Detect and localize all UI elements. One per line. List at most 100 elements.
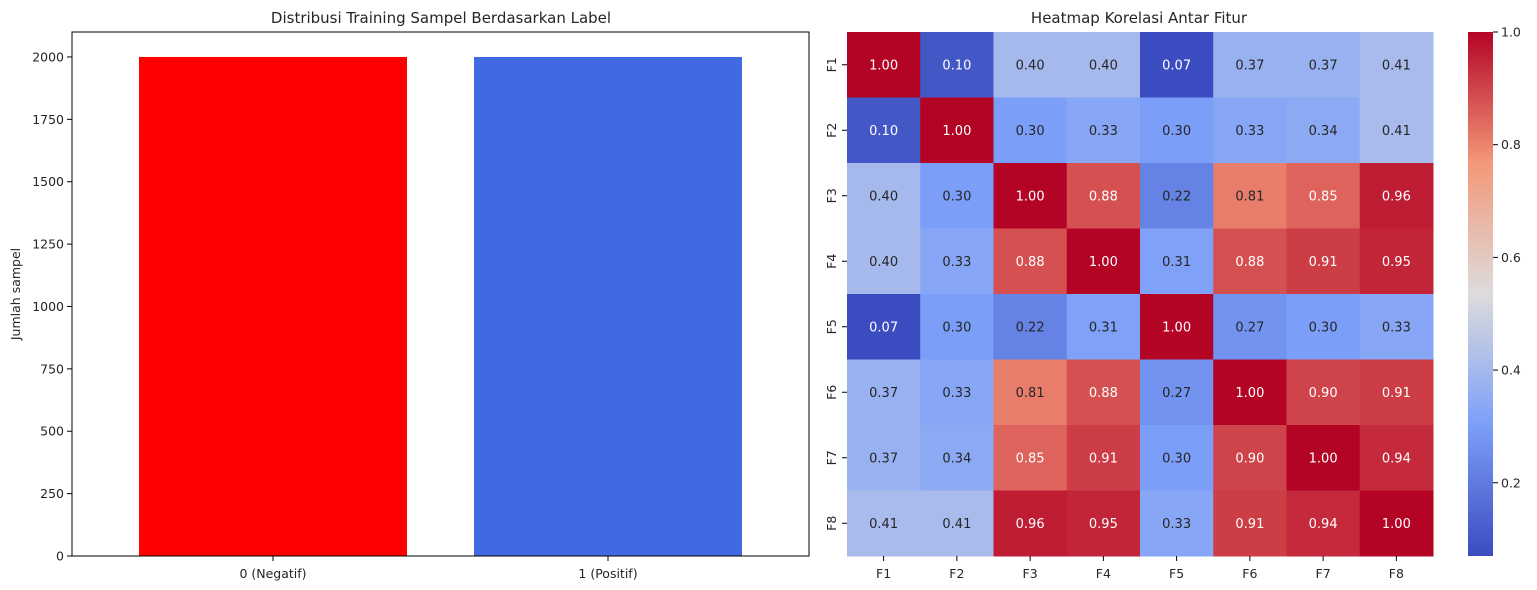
heatmap-cell <box>1140 359 1214 426</box>
heatmap-cell <box>1213 490 1287 557</box>
heatmap-cell <box>1066 97 1141 164</box>
heatmap-cell-label: 0.95 <box>1089 517 1118 532</box>
heatmap-cell-label: 0.30 <box>942 189 971 204</box>
heatmap-cell <box>1213 228 1287 295</box>
heatmap-cell <box>1213 294 1287 360</box>
bar-y-tick-label: 250 <box>40 486 64 501</box>
heatmap-cell <box>993 294 1068 360</box>
bar <box>474 56 742 556</box>
heatmap-cell-label: 0.94 <box>1382 451 1411 466</box>
heatmap-x-tick-label: F8 <box>1389 566 1404 581</box>
heatmap-cell-label: 0.91 <box>1309 255 1338 270</box>
heatmap-cell-label: 0.33 <box>1382 320 1411 335</box>
heatmap-cell-label: 0.33 <box>942 255 971 270</box>
heatmap-x-ticks: F1 F2 F3 F4 F5 F6 F7 F8 <box>876 556 1404 581</box>
heatmap-cell <box>1286 294 1361 360</box>
heatmap-cell-label: 0.81 <box>1016 386 1045 401</box>
heatmap-cell-label: 0.41 <box>869 517 898 532</box>
heatmap-cell-label: 0.10 <box>869 124 898 139</box>
heatmap-cell <box>1359 425 1434 491</box>
heatmap-cell-label: 0.88 <box>1089 386 1118 401</box>
heatmap-cell <box>1359 32 1434 98</box>
heatmap-cell <box>847 425 921 491</box>
heatmap-cell-label: 0.07 <box>1162 58 1191 73</box>
heatmap-cell <box>847 359 921 426</box>
heatmap-x-tick-label: F7 <box>1316 566 1331 581</box>
heatmap-y-tick-label: F4 <box>824 254 839 269</box>
heatmap-cell <box>993 32 1068 98</box>
heatmap-cell-label: 0.27 <box>1235 320 1264 335</box>
heatmap-cell <box>1140 294 1214 360</box>
heatmap-cell-label: 1.00 <box>1309 451 1338 466</box>
heatmap-cell <box>1066 425 1141 491</box>
heatmap-cell-label: 0.41 <box>1382 58 1411 73</box>
bar-y-tick-label: 1500 <box>32 174 64 189</box>
heatmap-cell-label: 0.40 <box>869 255 898 270</box>
heatmap-x-tick-label: F1 <box>876 566 891 581</box>
heatmap-cell-label: 0.40 <box>1016 58 1045 73</box>
bar-y-tick-label: 1000 <box>32 299 64 314</box>
heatmap-cell <box>1359 163 1434 229</box>
heatmap-cell-label: 0.81 <box>1235 189 1264 204</box>
heatmap-cell-label: 0.33 <box>1162 517 1191 532</box>
heatmap-panel: Heatmap Korelasi Antar Fitur 1.00 0.10 0.4… <box>824 9 1434 581</box>
heatmap-cell <box>1213 97 1287 164</box>
heatmap-cell <box>1359 228 1434 295</box>
bar-y-tick-label: 1750 <box>32 112 64 127</box>
heatmap-cell <box>1213 32 1287 98</box>
heatmap-cell-label: 0.40 <box>869 189 898 204</box>
colorbar-ticks: 0.2 0.4 0.6 0.8 1.0 <box>1493 25 1521 490</box>
colorbar-bar <box>1468 32 1493 556</box>
heatmap-cell-label: 0.85 <box>1309 189 1338 204</box>
heatmap-cell <box>1140 97 1214 164</box>
heatmap-cell <box>920 425 994 491</box>
heatmap-annotations: 1.00 0.10 0.40 0.40 0.07 0.37 0.37 0.41 0.10 1.00… <box>869 58 1411 532</box>
bar-y-tick-label: 2000 <box>32 49 64 64</box>
bar-y-tick-label: 1250 <box>32 237 64 252</box>
heatmap-cell-label: 0.33 <box>942 386 971 401</box>
heatmap-cell-label: 0.22 <box>1016 320 1045 335</box>
heatmap-cell-label: 1.00 <box>869 58 898 73</box>
heatmap-cell-label: 0.30 <box>1162 451 1191 466</box>
bar-chart-y-ticks: 0 250 500 750 1000 1250 1500 1750 2000 <box>32 49 72 564</box>
heatmap-cell <box>1286 32 1361 98</box>
colorbar-tick-label: 0.6 <box>1501 250 1521 265</box>
heatmap-cell <box>993 490 1068 557</box>
heatmap-cell-label: 0.34 <box>942 451 971 466</box>
bar-x-tick-label: 1 (Positif) <box>578 566 637 581</box>
heatmap-x-tick-label: F2 <box>949 566 964 581</box>
heatmap-cell <box>847 163 921 229</box>
heatmap-cell-label: 1.00 <box>1235 386 1264 401</box>
heatmap-cell <box>1066 490 1141 557</box>
heatmap-cell-label: 1.00 <box>1016 189 1045 204</box>
heatmap-cell <box>1066 163 1141 229</box>
heatmap-cell <box>993 228 1068 295</box>
heatmap-cell <box>1286 228 1361 295</box>
bar <box>139 56 407 556</box>
heatmap-cell <box>993 163 1068 229</box>
heatmap-cell <box>993 359 1068 426</box>
heatmap-cell <box>920 97 994 164</box>
heatmap-cell-label: 0.07 <box>869 320 898 335</box>
heatmap-cell <box>1286 163 1361 229</box>
heatmap-cell-label: 0.37 <box>1309 58 1338 73</box>
bar-chart-frame <box>71 31 810 557</box>
colorbar-tick-label: 0.4 <box>1501 363 1521 378</box>
heatmap-cell <box>920 228 994 295</box>
heatmap-y-tick-label: F2 <box>824 123 839 138</box>
bar-chart-panel: Distribusi Training Sampel Berdasarkan L… <box>8 9 810 581</box>
heatmap-cell-label: 0.88 <box>1089 189 1118 204</box>
heatmap-cell <box>1286 97 1361 164</box>
heatmap-cell <box>993 425 1068 491</box>
heatmap-cell-label: 0.96 <box>1382 189 1411 204</box>
heatmap-y-tick-label: F8 <box>824 516 839 531</box>
heatmap-cell-label: 1.00 <box>1089 255 1118 270</box>
heatmap-cell-label: 1.00 <box>1162 320 1191 335</box>
heatmap-cell <box>847 97 921 164</box>
heatmap-cell-label: 0.91 <box>1235 517 1264 532</box>
heatmap-cell <box>1140 163 1214 229</box>
heatmap-x-tick-label: F4 <box>1096 566 1111 581</box>
heatmap-cell-label: 0.27 <box>1162 386 1191 401</box>
heatmap-cell <box>847 294 921 360</box>
heatmap-y-tick-label: F1 <box>824 57 839 72</box>
